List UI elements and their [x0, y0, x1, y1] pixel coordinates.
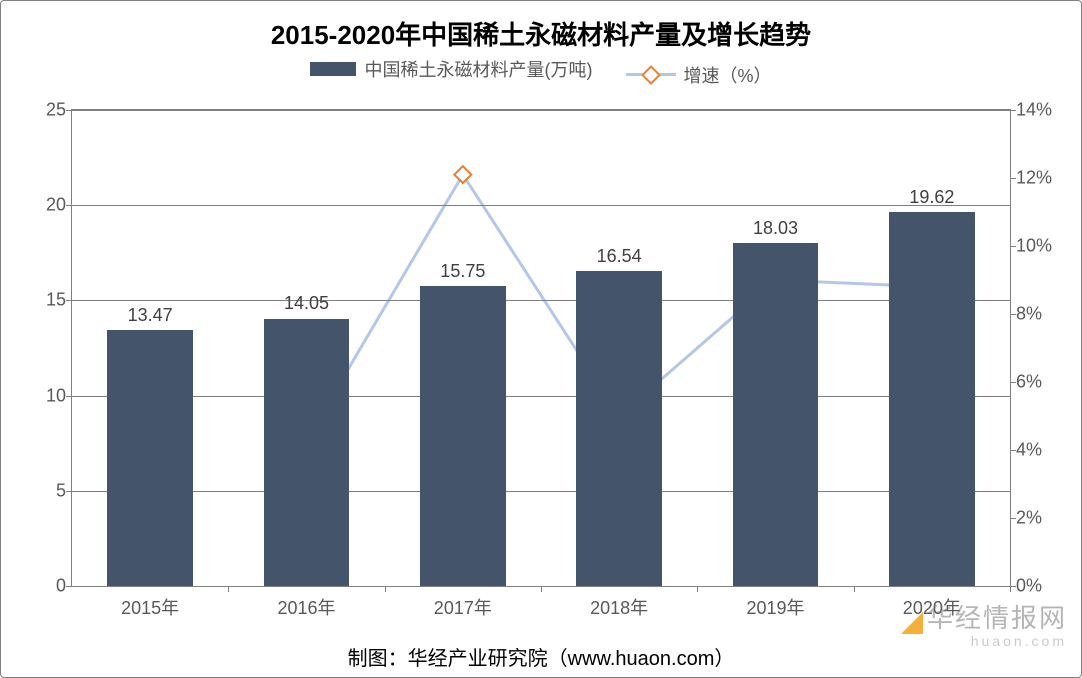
- y-left-label: 0: [30, 576, 66, 597]
- y-left-tick: [66, 300, 72, 301]
- bar-value-label: 14.05: [284, 293, 329, 314]
- grid-line: [72, 110, 1010, 111]
- grid-line: [72, 491, 1010, 492]
- legend-bar-swatch: [310, 62, 356, 76]
- bar: [733, 243, 819, 586]
- x-axis-label: 2020年: [903, 594, 961, 620]
- grid-line: [72, 300, 1010, 301]
- bar: [889, 212, 975, 586]
- legend-item-bar: 中国稀土永磁材料产量(万吨): [310, 56, 592, 82]
- y-left-tick: [66, 205, 72, 206]
- legend-line-swatch: [626, 68, 676, 82]
- x-tick: [1010, 586, 1011, 592]
- y-left-tick: [66, 396, 72, 397]
- y-right-label: 6%: [1016, 372, 1066, 393]
- y-right-label: 14%: [1016, 100, 1066, 121]
- y-left-label: 15: [30, 290, 66, 311]
- x-axis-label: 2019年: [746, 594, 804, 620]
- legend-item-line: 增速（%）: [626, 62, 772, 88]
- grid-line: [72, 396, 1010, 397]
- x-axis-label: 2015年: [121, 594, 179, 620]
- bar-value-label: 16.54: [597, 246, 642, 267]
- x-axis-label: 2018年: [590, 594, 648, 620]
- plot-area: 05101520250%2%4%6%8%10%12%14%13.472015年1…: [71, 109, 1011, 587]
- bar-value-label: 19.62: [909, 187, 954, 208]
- bar: [420, 286, 506, 586]
- chart-container: 2015-2020年中国稀土永磁材料产量及增长趋势 中国稀土永磁材料产量(万吨)…: [0, 0, 1082, 678]
- x-axis-label: 2017年: [434, 594, 492, 620]
- x-tick: [385, 586, 386, 592]
- line-series-svg: [72, 110, 1010, 586]
- y-right-label: 2%: [1016, 508, 1066, 529]
- x-tick: [854, 586, 855, 592]
- y-left-tick: [66, 586, 72, 587]
- grid-line: [72, 205, 1010, 206]
- y-left-tick: [66, 110, 72, 111]
- bar-value-label: 18.03: [753, 218, 798, 239]
- legend: 中国稀土永磁材料产量(万吨) 增速（%）: [1, 56, 1081, 88]
- bar: [576, 271, 662, 586]
- line-marker: [454, 166, 471, 183]
- bar-value-label: 15.75: [440, 261, 485, 282]
- y-right-label: 8%: [1016, 304, 1066, 325]
- legend-line-label: 增速（%）: [684, 62, 772, 88]
- y-right-label: 0%: [1016, 576, 1066, 597]
- legend-bar-label: 中国稀土永磁材料产量(万吨): [364, 56, 592, 82]
- bar-value-label: 13.47: [128, 305, 173, 326]
- y-right-label: 12%: [1016, 168, 1066, 189]
- y-left-label: 10: [30, 385, 66, 406]
- chart-title: 2015-2020年中国稀土永磁材料产量及增长趋势: [1, 1, 1081, 52]
- y-left-label: 25: [30, 100, 66, 121]
- x-tick: [541, 586, 542, 592]
- y-left-label: 5: [30, 480, 66, 501]
- x-tick: [697, 586, 698, 592]
- x-axis-label: 2016年: [277, 594, 335, 620]
- footer-credit: 制图：华经产业研究院（www.huaon.com）: [1, 642, 1081, 671]
- x-tick: [228, 586, 229, 592]
- bar: [107, 330, 193, 586]
- y-right-label: 10%: [1016, 236, 1066, 257]
- bar: [264, 319, 350, 587]
- y-right-label: 4%: [1016, 440, 1066, 461]
- y-left-label: 20: [30, 195, 66, 216]
- y-left-tick: [66, 491, 72, 492]
